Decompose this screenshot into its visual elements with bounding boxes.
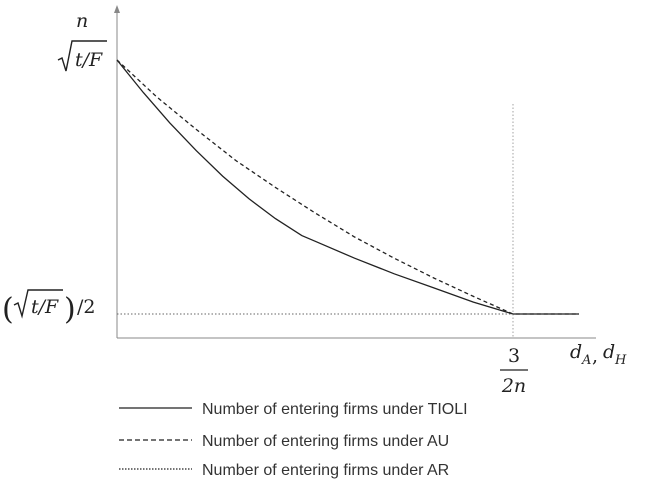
x-axis-label: d A , d H: [570, 341, 627, 368]
y-tick-bottom-open-paren: (: [2, 292, 14, 327]
x-label-sub2: H: [614, 353, 627, 368]
y-tick-top-radicand: t/F: [75, 49, 103, 71]
series-group: [116, 59, 579, 315]
sqrt-radical-top: [57, 40, 107, 72]
x-label-d1: d: [570, 341, 582, 363]
sqrt-radical-bottom: [13, 289, 63, 319]
y-axis-arrowhead: [114, 5, 120, 13]
x-label-d2: d: [603, 341, 615, 363]
legend-item-tioli: Number of entering firms under TIOLI: [119, 401, 468, 418]
legend-item-ar: Number of entering firms under AR: [119, 462, 449, 479]
x-label-sub1: A: [581, 353, 591, 368]
x-label-sep: ,: [592, 345, 598, 367]
y-axis-label: n: [76, 10, 88, 32]
y-tick-label-top: t/F: [57, 40, 107, 72]
legend-label-au: Number of entering firms under AU: [202, 433, 449, 450]
y-tick-bottom-close-paren: ): [64, 292, 76, 327]
x-tick-label: 3 2n: [500, 345, 528, 397]
legend-item-au: Number of entering firms under AU: [119, 433, 449, 450]
series-line-solid: [116, 59, 579, 315]
legend: Number of entering firms under TIOLI Num…: [119, 401, 468, 479]
x-tick-numerator: 3: [508, 345, 520, 367]
legend-label-tioli: Number of entering firms under TIOLI: [202, 401, 468, 418]
y-tick-bottom-radicand: t/F: [31, 296, 59, 318]
x-tick-denominator: 2n: [501, 375, 526, 397]
series-line-dashed: [116, 59, 579, 315]
y-tick-bottom-tail: /2: [77, 296, 96, 318]
y-tick-label-bottom: ( t/F ) /2: [2, 289, 96, 327]
legend-label-ar: Number of entering firms under AR: [202, 462, 449, 479]
